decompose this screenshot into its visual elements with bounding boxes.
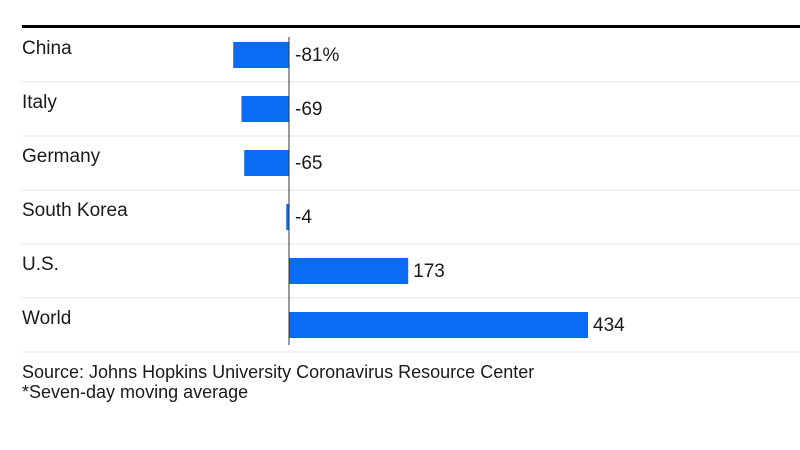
category-label: South Korea <box>22 200 128 221</box>
bar <box>289 258 409 284</box>
bar-chart: China -81% Italy -69 Germany -65 South Korea -4… <box>22 37 800 353</box>
category-label: Italy <box>22 92 57 113</box>
bar <box>289 312 588 338</box>
value-label: -65 <box>295 153 322 174</box>
bar <box>244 150 289 176</box>
value-label: 434 <box>593 315 625 336</box>
value-label: -69 <box>295 99 322 120</box>
bar <box>241 96 289 122</box>
value-label: -4 <box>295 207 312 228</box>
value-label: -81% <box>295 45 339 66</box>
top-rule <box>22 25 800 28</box>
category-label: China <box>22 38 72 59</box>
source-note: Source: Johns Hopkins University Coronav… <box>22 362 535 382</box>
asterisk-note: *Seven-day moving average <box>22 382 249 402</box>
footnotes: Source: Johns Hopkins University Coronav… <box>22 362 534 402</box>
bar <box>286 204 289 230</box>
bar <box>233 42 289 68</box>
value-label: 173 <box>413 261 445 282</box>
category-label: Germany <box>22 146 101 167</box>
category-label: U.S. <box>22 254 59 275</box>
category-label: World <box>22 308 71 329</box>
